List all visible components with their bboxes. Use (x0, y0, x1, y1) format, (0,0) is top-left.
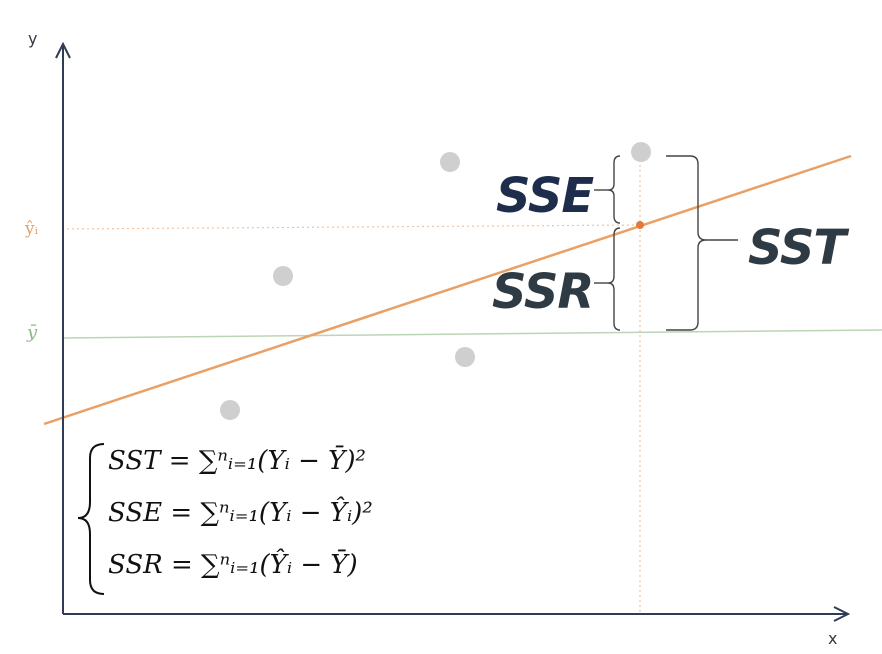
data-point (631, 142, 651, 162)
predicted-point (636, 221, 644, 229)
y-axis-arrow-icon (55, 41, 71, 59)
data-point (440, 152, 460, 172)
ssr-label: SSR (492, 264, 593, 320)
y-bar-label: ȳ (26, 322, 38, 343)
sst-formula: SST = ∑ⁿᵢ₌₁(Yᵢ − Ȳ)² (108, 446, 366, 476)
data-point (273, 266, 293, 286)
formula-brace-icon (77, 443, 105, 595)
sse-brace-icon (607, 155, 621, 224)
x-axis-label: x (828, 629, 837, 648)
data-point (455, 347, 475, 367)
y-hat-label: ŷᵢ (24, 219, 39, 239)
ssr-formula: SSR = ∑ⁿᵢ₌₁(Ŷᵢ − Ȳ) (108, 550, 358, 580)
ssr-brace-icon (607, 227, 621, 331)
sst-brace-icon (666, 155, 707, 331)
yhat-guide-line (61, 224, 641, 230)
regression-line (43, 154, 852, 426)
x-axis-arrow-icon (833, 606, 851, 622)
mean-line (61, 329, 882, 339)
sse-label: SSE (496, 168, 594, 224)
sst-label: SST (748, 220, 849, 276)
sse-formula: SSE = ∑ⁿᵢ₌₁(Yᵢ − Ŷᵢ)² (108, 498, 373, 528)
data-point (220, 400, 240, 420)
y-axis-label: y (28, 29, 37, 48)
